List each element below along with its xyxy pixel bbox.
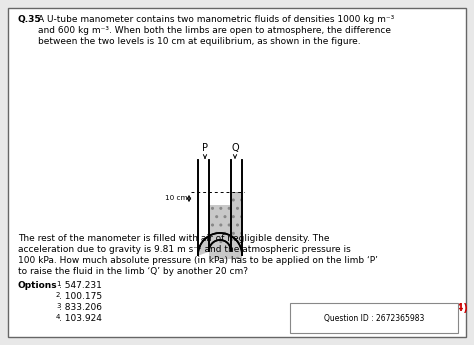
Polygon shape [198,233,242,255]
Text: and 600 kg m⁻³. When both the limbs are open to atmosphere, the difference: and 600 kg m⁻³. When both the limbs are … [38,26,391,35]
Text: Correct Answer: (4): Correct Answer: (4) [360,303,468,313]
Text: acceleration due to gravity is 9.81 m s⁻² and the atmospheric pressure is: acceleration due to gravity is 9.81 m s⁻… [18,245,351,254]
Text: Options: Options [18,281,58,290]
Text: 100 kPa. How much absolute pressure (in kPa) has to be applied on the limb ‘P’: 100 kPa. How much absolute pressure (in … [18,256,378,265]
Text: Question ID : 2672365983: Question ID : 2672365983 [324,314,424,323]
Bar [210,245,231,259]
Text: The rest of the manometer is filled with air of negligible density. The: The rest of the manometer is filled with… [18,234,329,243]
Text: 3: 3 [56,303,61,309]
Text: 2: 2 [56,292,60,298]
Text: A U-tube manometer contains two manometric fluids of densities 1000 kg m⁻³: A U-tube manometer contains two manometr… [38,15,394,24]
Bar [210,192,231,205]
Bar [210,160,231,205]
Bar [210,205,231,259]
Text: Q: Q [231,143,239,153]
Bar [231,192,242,259]
Bar [231,160,242,192]
Text: 10 cm: 10 cm [165,196,188,201]
Bar [290,303,458,333]
Text: 1: 1 [56,281,61,287]
Text: between the two levels is 10 cm at equilibrium, as shown in the figure.: between the two levels is 10 cm at equil… [38,37,361,46]
Text: . 103.924: . 103.924 [59,314,102,323]
Text: . 100.175: . 100.175 [59,292,102,301]
Text: 4: 4 [56,314,60,320]
Text: to raise the fluid in the limb ‘Q’ by another 20 cm?: to raise the fluid in the limb ‘Q’ by an… [18,267,248,276]
Text: Q.35: Q.35 [18,15,42,24]
Text: P: P [202,143,208,153]
Text: . 833.206: . 833.206 [59,303,102,312]
Text: . 547.231: . 547.231 [59,281,102,290]
